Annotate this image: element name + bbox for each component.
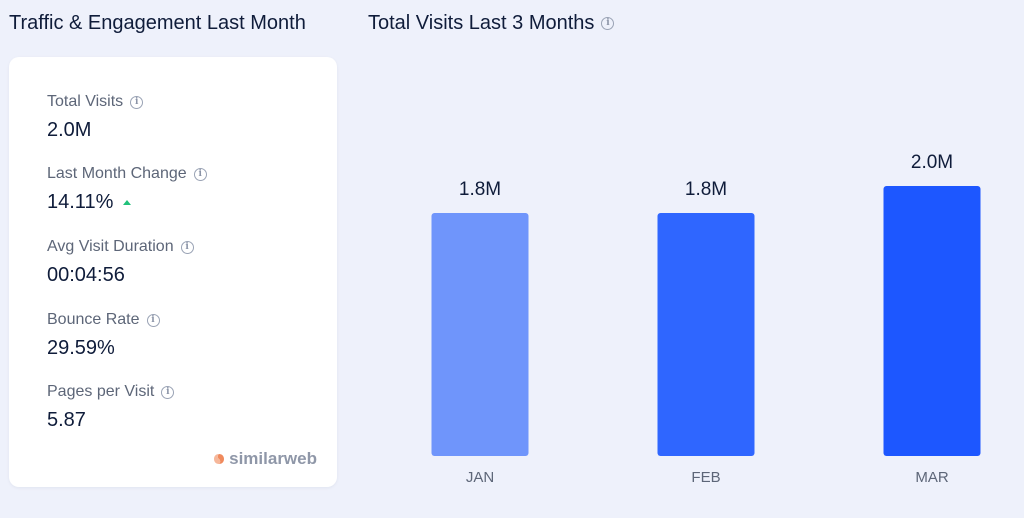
visits-section-title: Total Visits Last 3 Months i — [368, 12, 615, 35]
metric-value: 29.59% — [47, 337, 115, 359]
bar-value-label: 2.0M — [911, 152, 953, 173]
visits-title-text: Total Visits Last 3 Months — [368, 12, 595, 34]
metric-label: Pages per Visit — [47, 383, 155, 400]
metric-label: Bounce Rate — [47, 311, 140, 328]
metric-total-visits: Total Visits i 2.0M — [47, 92, 144, 142]
visits-bar-chart-svg: 1.8M JAN 1.8M FEB 2.0M MAR — [431, 152, 981, 486]
similarweb-logo-icon — [214, 454, 225, 464]
metric-value: 00:04:56 — [47, 264, 125, 286]
info-icon[interactable]: i — [130, 95, 144, 109]
metric-avg-visit-duration: Avg Visit Duration i 00:04:56 — [47, 237, 194, 287]
visits-bar-chart: 1.8M JAN 1.8M FEB 2.0M MAR — [368, 40, 1018, 513]
metric-label: Last Month Change — [47, 165, 187, 182]
bar-jan[interactable] — [431, 213, 529, 456]
bar-value-label: 1.8M — [685, 179, 727, 200]
engagement-card: Total Visits i 2.0M Last Month Change i … — [9, 57, 337, 487]
info-icon[interactable]: i — [146, 313, 160, 327]
metric-bounce-rate: Bounce Rate i 29.59% — [47, 310, 160, 360]
info-icon[interactable]: i — [161, 385, 175, 399]
bar-mar[interactable] — [883, 186, 981, 456]
metric-label: Total Visits — [47, 93, 124, 110]
bar-value-label: 1.8M — [459, 179, 501, 200]
engagement-section-title: Traffic & Engagement Last Month — [9, 12, 306, 35]
info-icon[interactable]: i — [601, 17, 615, 30]
metric-value: 2.0M — [47, 119, 92, 141]
similarweb-logo: similarweb — [213, 449, 317, 469]
metric-last-month-change: Last Month Change i 14.11% — [47, 164, 207, 214]
x-tick-label: MAR — [915, 469, 949, 486]
info-icon[interactable]: i — [193, 167, 207, 181]
metric-value: 5.87 — [47, 409, 86, 431]
engagement-title-text: Traffic & Engagement Last Month — [9, 12, 306, 34]
trend-up-icon — [123, 200, 132, 205]
bar-feb[interactable] — [657, 213, 755, 456]
x-tick-label: FEB — [691, 469, 720, 486]
metric-pages-per-visit: Pages per Visit i 5.87 — [47, 382, 175, 432]
metric-value: 14.11% — [47, 191, 114, 213]
brand-text: similarweb — [229, 449, 317, 468]
metric-label: Avg Visit Duration — [47, 238, 174, 255]
x-tick-label: JAN — [466, 469, 494, 486]
info-icon[interactable]: i — [180, 240, 194, 254]
